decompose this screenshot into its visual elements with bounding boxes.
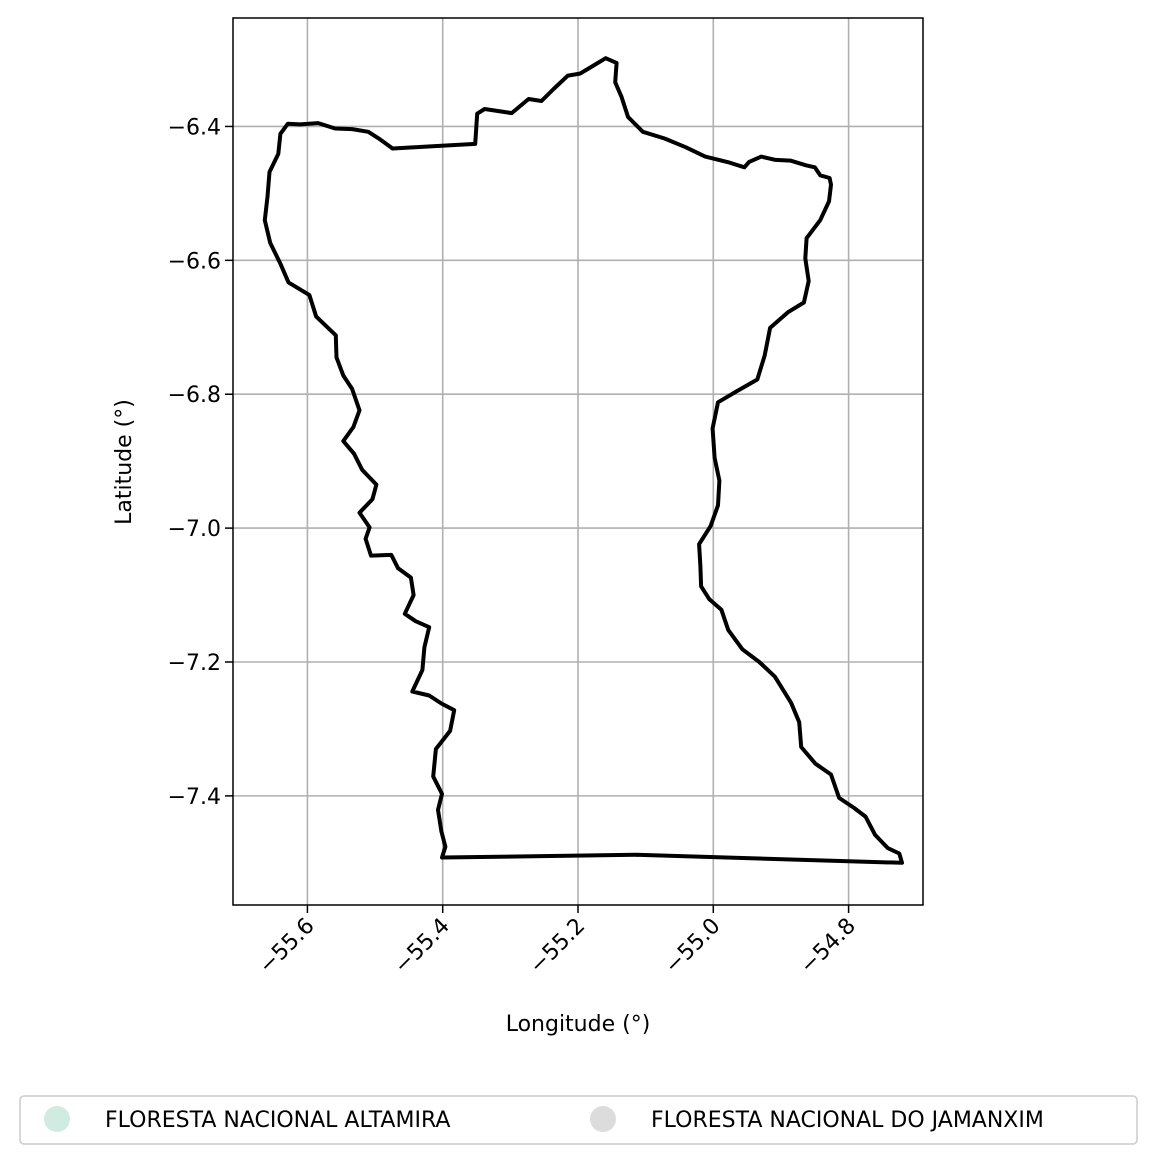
y-tick-label: −6.4 — [168, 115, 221, 140]
y-tick-label: −7.4 — [168, 785, 221, 810]
legend-item-jamanxim: FLORESTA NACIONAL DO JAMANXIM — [590, 1106, 1044, 1133]
y-tick-label: −7.0 — [168, 517, 221, 542]
y-axis-ticks: −6.4 −6.6 −6.8 −7.0 −7.2 −7.4 — [168, 115, 233, 810]
y-tick-label: −6.8 — [168, 383, 221, 408]
legend-box — [19, 1095, 1138, 1145]
y-axis-title: Latitude (°) — [112, 399, 137, 525]
plot-area — [232, 17, 924, 906]
y-tick-label: −7.2 — [168, 651, 221, 676]
legend-marker-jamanxim — [590, 1106, 616, 1132]
legend-label-jamanxim: FLORESTA NACIONAL DO JAMANXIM — [651, 1108, 1044, 1133]
grid-lines — [233, 18, 923, 905]
y-tick-label: −6.6 — [168, 249, 221, 274]
legend-item-altamira: FLORESTA NACIONAL ALTAMIRA — [44, 1106, 450, 1133]
legend-marker-altamira — [44, 1106, 70, 1132]
legend-label-altamira: FLORESTA NACIONAL ALTAMIRA — [105, 1108, 450, 1133]
x-axis-title: Longitude (°) — [506, 1012, 651, 1037]
legend: FLORESTA NACIONAL ALTAMIRA FLORESTA NACI… — [19, 1095, 1138, 1145]
forest-boundary-outline — [262, 56, 904, 865]
